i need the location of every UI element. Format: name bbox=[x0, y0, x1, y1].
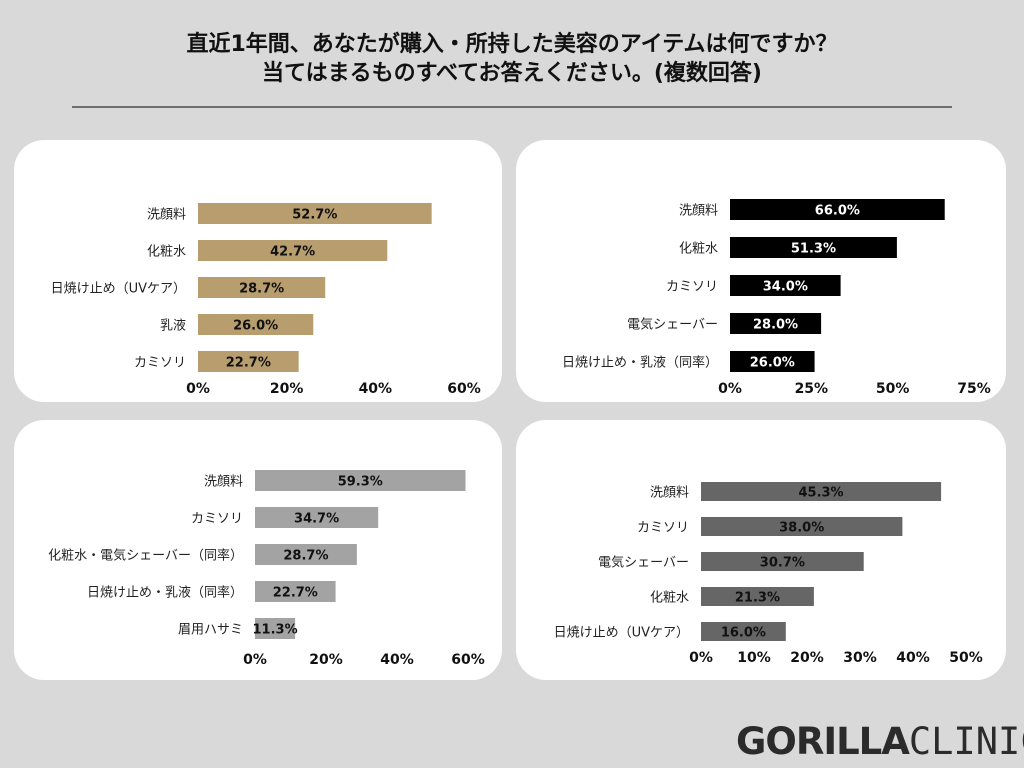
bar-30s-2 bbox=[730, 275, 841, 296]
value-label-40s-2: 28.7% bbox=[283, 549, 328, 564]
tick-label-20s-1: 20% bbox=[270, 381, 304, 397]
value-label-20s-4: 22.7% bbox=[226, 356, 271, 371]
category-label-20s-3: 乳液 bbox=[160, 319, 186, 334]
title-divider bbox=[72, 106, 952, 108]
tick-label-30s-1: 25% bbox=[795, 381, 829, 397]
value-label-20s-2: 28.7% bbox=[239, 282, 284, 297]
category-label-40s-3: 日焼け止め・乳液（同率） bbox=[87, 585, 243, 601]
bar-chart-40s: 洗顔料 59.3% カミソリ 34.7% 化粧水・電気シェーバー（同率） 28.7% 日焼け… bbox=[48, 470, 485, 668]
category-label-30s-4: 日焼け止め・乳液（同率） bbox=[562, 355, 718, 371]
category-label-20s-1: 化粧水 bbox=[147, 245, 186, 260]
category-label-50s-1: カミソリ bbox=[637, 521, 689, 536]
panel-50s: 50代 洗顔料 45.3% カミソリ 38.0% 電気シェーバー 30.7% 化粧水 21.3… bbox=[516, 420, 1006, 680]
value-label-20s-1: 42.7% bbox=[270, 245, 315, 260]
value-label-30s-2: 34.0% bbox=[763, 280, 808, 295]
logo-part-1: GORILLA bbox=[736, 720, 910, 763]
category-label-50s-2: 電気シェーバー bbox=[598, 555, 689, 571]
category-label-50s-0: 洗顔料 bbox=[650, 486, 689, 501]
panel-badge-30s: 30代 bbox=[556, 160, 609, 185]
bar-chart-30s: 洗顔料 66.0% 化粧水 51.3% カミソリ 34.0% 電気シェーバー 28.0% 日焼け… bbox=[562, 199, 991, 397]
tick-label-40s-2: 40% bbox=[380, 652, 414, 668]
value-label-30s-3: 28.0% bbox=[753, 318, 798, 333]
bar-chart-20s: 洗顔料 52.7% 化粧水 42.7% 日焼け止め（UVケア） 28.7% 乳液 26.0% カ… bbox=[51, 203, 481, 397]
tick-label-20s-2: 40% bbox=[359, 381, 393, 397]
bar-50s-3 bbox=[701, 587, 814, 606]
tick-label-40s-1: 20% bbox=[309, 652, 343, 668]
category-label-20s-0: 洗顔料 bbox=[147, 208, 186, 223]
bar-40s-2 bbox=[255, 544, 357, 565]
tick-label-50s-1: 10% bbox=[737, 650, 771, 666]
value-label-30s-0: 66.0% bbox=[815, 204, 860, 219]
value-label-50s-3: 21.3% bbox=[735, 591, 780, 606]
value-label-50s-2: 30.7% bbox=[760, 556, 805, 571]
panel-badge-40s: 40代 bbox=[54, 440, 107, 465]
tick-label-30s-2: 50% bbox=[876, 381, 910, 397]
category-label-30s-1: 化粧水 bbox=[679, 242, 718, 257]
tick-label-50s-5: 50% bbox=[949, 650, 983, 666]
value-label-50s-0: 45.3% bbox=[798, 486, 843, 501]
value-label-40s-4: 11.3% bbox=[253, 623, 298, 638]
category-label-30s-0: 洗顔料 bbox=[679, 204, 718, 219]
tick-label-50s-4: 40% bbox=[896, 650, 930, 666]
bar-20s-0 bbox=[198, 203, 432, 224]
panel-40s: 40代 洗顔料 59.3% カミソリ 34.7% 化粧水・電気シェーバー（同率） 28.7… bbox=[14, 420, 502, 680]
tick-label-40s-3: 60% bbox=[451, 652, 485, 668]
value-label-40s-3: 22.7% bbox=[273, 586, 318, 601]
title-line-2: 当てはまるものすべてお答えください。(複数回答) bbox=[262, 61, 762, 86]
bar-20s-2 bbox=[198, 277, 326, 298]
logo-part-2: CLINIC bbox=[908, 720, 1024, 763]
panel-badge-20s: 20代 bbox=[54, 160, 107, 185]
gorilla-clinic-logo: GORILLACLINIC bbox=[736, 722, 1024, 762]
panel-30s: 30代 洗顔料 66.0% 化粧水 51.3% カミソリ 34.0% 電気シェーバー 28.0… bbox=[516, 140, 1006, 402]
bar-30s-4 bbox=[730, 351, 815, 372]
bar-40s-4 bbox=[255, 618, 296, 639]
tick-label-20s-3: 60% bbox=[447, 381, 481, 397]
tick-label-30s-3: 75% bbox=[957, 381, 991, 397]
category-label-40s-4: 眉用ハサミ bbox=[178, 623, 243, 638]
title-line-1: 直近1年間、あなたが購入・所持した美容のアイテムは何ですか？ bbox=[186, 32, 838, 57]
bar-40s-3 bbox=[255, 581, 336, 602]
bar-chart-50s: 洗顔料 45.3% カミソリ 38.0% 電気シェーバー 30.7% 化粧水 21.3% 日焼け… bbox=[554, 482, 983, 666]
tick-label-30s-0: 0% bbox=[718, 381, 742, 397]
value-label-30s-1: 51.3% bbox=[791, 242, 836, 257]
bar-30s-3 bbox=[730, 313, 822, 334]
value-label-40s-1: 34.7% bbox=[294, 512, 339, 527]
tick-label-40s-0: 0% bbox=[243, 652, 267, 668]
category-label-30s-3: 電気シェーバー bbox=[627, 317, 718, 333]
category-label-50s-3: 化粧水 bbox=[650, 591, 689, 606]
bar-50s-4 bbox=[701, 622, 786, 641]
bar-30s-1 bbox=[730, 237, 897, 258]
category-label-40s-2: 化粧水・電気シェーバー（同率） bbox=[48, 548, 243, 564]
value-label-20s-3: 26.0% bbox=[233, 319, 278, 334]
tick-label-20s-0: 0% bbox=[186, 381, 210, 397]
chart-title: 直近1年間、あなたが購入・所持した美容のアイテムは何ですか？ 当てはまるものすべ… bbox=[0, 30, 1024, 88]
bar-30s-0 bbox=[730, 199, 945, 220]
category-label-20s-2: 日焼け止め（UVケア） bbox=[51, 282, 186, 297]
category-label-20s-4: カミソリ bbox=[134, 356, 186, 371]
value-label-50s-4: 16.0% bbox=[721, 626, 766, 641]
bar-50s-1 bbox=[701, 517, 903, 536]
tick-label-50s-3: 30% bbox=[843, 650, 877, 666]
bar-40s-1 bbox=[255, 507, 379, 528]
panel-badge-50s: 50代 bbox=[556, 440, 609, 465]
category-label-30s-2: カミソリ bbox=[666, 280, 718, 295]
bar-40s-0 bbox=[255, 470, 466, 491]
bar-50s-2 bbox=[701, 552, 864, 571]
value-label-20s-0: 52.7% bbox=[292, 208, 337, 223]
bar-50s-0 bbox=[701, 482, 942, 501]
category-label-40s-0: 洗顔料 bbox=[204, 475, 243, 490]
value-label-40s-0: 59.3% bbox=[338, 475, 383, 490]
tick-label-50s-0: 0% bbox=[689, 650, 713, 666]
bar-20s-3 bbox=[198, 314, 314, 335]
value-label-50s-1: 38.0% bbox=[779, 521, 824, 536]
bar-20s-1 bbox=[198, 240, 388, 261]
tick-label-50s-2: 20% bbox=[790, 650, 824, 666]
category-label-50s-4: 日焼け止め（UVケア） bbox=[554, 626, 689, 641]
category-label-40s-1: カミソリ bbox=[191, 512, 243, 527]
bar-20s-4 bbox=[198, 351, 299, 372]
value-label-30s-4: 26.0% bbox=[750, 356, 795, 371]
panel-20s: 20代 洗顔料 52.7% 化粧水 42.7% 日焼け止め（UVケア） 28.7% 乳液 26… bbox=[14, 140, 502, 402]
